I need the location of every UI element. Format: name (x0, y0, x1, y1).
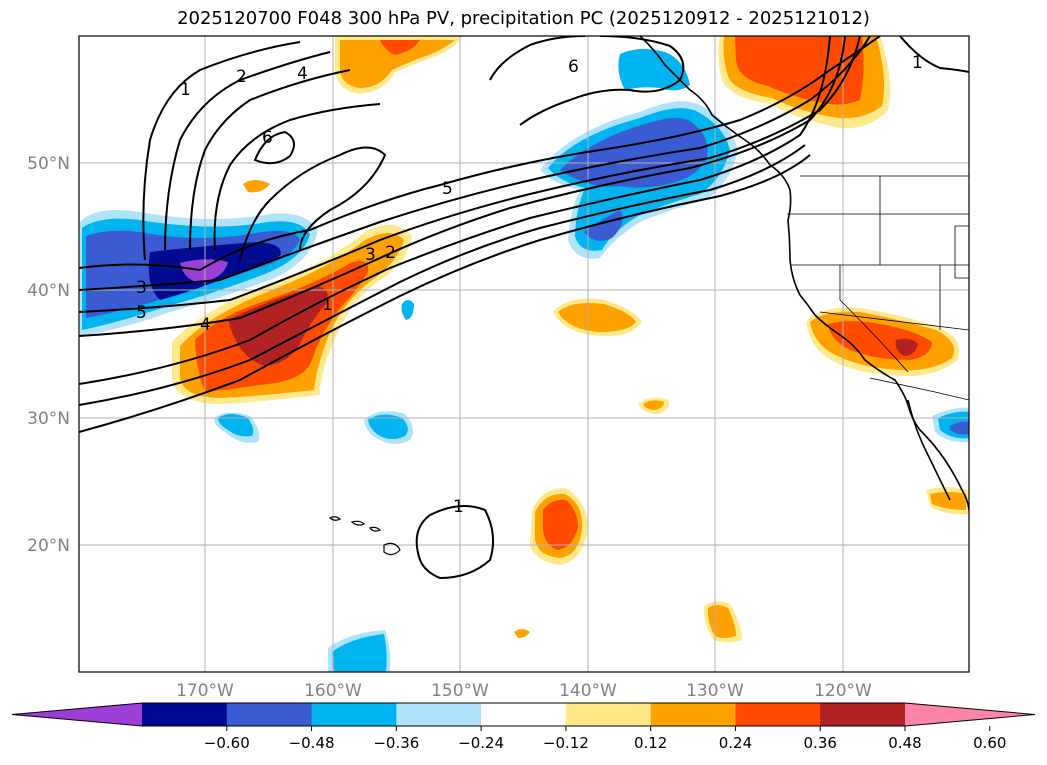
negative-precip-region (332, 634, 387, 672)
colorbar-tick-label: −0.12 (543, 734, 589, 752)
colorbar-bin (735, 703, 821, 726)
colorbar-outline (11, 702, 1036, 727)
colorbar-bin (142, 703, 228, 726)
lat-label-20n: 20°N (27, 536, 70, 556)
lat-label-30n: 30°N (27, 409, 70, 429)
lat-label-50n: 50°N (27, 154, 70, 174)
coastlines (639, 36, 969, 511)
pv-contours (79, 36, 969, 580)
latitude-labels: 50°N 40°N 30°N 20°N (27, 154, 70, 556)
positive-precip-region (558, 303, 636, 332)
contour-label: 6 (568, 57, 579, 77)
negative-precip-region (368, 414, 408, 439)
positive-precip-region (543, 499, 578, 550)
lon-label-150w: 150°W (431, 681, 489, 701)
lon-label-120w: 120°W (814, 681, 872, 701)
colorbar-tick-label: 0.36 (804, 734, 837, 752)
colorbar-bin (650, 703, 736, 726)
graticule (79, 36, 969, 672)
colorbar: −0.60 −0.48 −0.36 −0.24 −0.12 0.12 0.24 0.36 0.4… (11, 702, 1036, 752)
positive-precip-region (930, 492, 966, 510)
contour-label: 5 (136, 303, 147, 323)
colorbar-extend-min (12, 703, 142, 726)
contour-label: 2 (236, 67, 247, 87)
colorbar-tick-label: 0.24 (719, 734, 752, 752)
map-title: 2025120700 F048 300 hPa PV, precipitatio… (177, 8, 870, 29)
contour-label: 1 (180, 80, 191, 100)
precip-shading (80, 36, 969, 672)
positive-precip-region (340, 40, 455, 88)
contour-label: 4 (200, 315, 211, 335)
plot-frame (78, 35, 970, 673)
contour-label: 1 (322, 295, 333, 315)
colorbar-tick-label: −0.24 (458, 734, 504, 752)
colorbar-bin (565, 703, 652, 726)
negative-precip-region (218, 414, 254, 437)
contour-label: 2 (385, 243, 396, 263)
lon-label-140w: 140°W (559, 681, 617, 701)
contour-label: 3 (365, 245, 376, 265)
colorbar-tick-label: −0.48 (289, 734, 335, 752)
negative-precip-region (401, 300, 414, 320)
lon-label-130w: 130°W (686, 681, 744, 701)
colorbar-tick-label: 0.12 (634, 734, 667, 752)
colorbar-tick-label: −0.60 (204, 734, 250, 752)
colorbar-extend-max (905, 703, 1035, 726)
contour-label: 1 (453, 497, 464, 517)
positive-precip-region (380, 40, 420, 55)
positive-precip-region (243, 180, 270, 193)
colorbar-tick-label: 0.60 (973, 734, 1006, 752)
negative-precip-region (618, 48, 690, 91)
hawaii-islands (328, 516, 401, 556)
contour-labels: 1 2 4 6 6 1 3 5 4 3 2 1 5 1 (136, 53, 923, 517)
contour-label: 1 (912, 53, 923, 73)
positive-precip-region (643, 400, 664, 410)
colorbar-tick-label: −0.36 (373, 734, 419, 752)
positive-precip-region (514, 629, 530, 638)
colorbar-bin (226, 703, 313, 726)
contour-label: 5 (442, 179, 453, 199)
longitude-labels: 170°W 160°W 150°W 140°W 130°W 120°W (176, 681, 872, 701)
negative-precip-region (180, 259, 228, 283)
colorbar-tick-label: 0.48 (888, 734, 921, 752)
colorbar-bin (481, 703, 567, 726)
negative-precip-region (950, 421, 969, 435)
colorbar-bin (311, 703, 397, 726)
negative-precip-region (560, 118, 708, 188)
contour-label: 6 (262, 128, 273, 148)
positive-precip-region (895, 338, 918, 356)
contour-label: 3 (136, 278, 147, 298)
lat-label-40n: 40°N (27, 281, 70, 301)
state-borders (787, 175, 969, 401)
lon-label-170w: 170°W (176, 681, 234, 701)
positive-precip-region (228, 286, 328, 366)
contour-label: 4 (297, 64, 308, 84)
colorbar-bin (396, 703, 482, 726)
lon-label-160w: 160°W (304, 681, 362, 701)
negative-precip-region (584, 210, 623, 241)
colorbar-bin (820, 703, 906, 726)
